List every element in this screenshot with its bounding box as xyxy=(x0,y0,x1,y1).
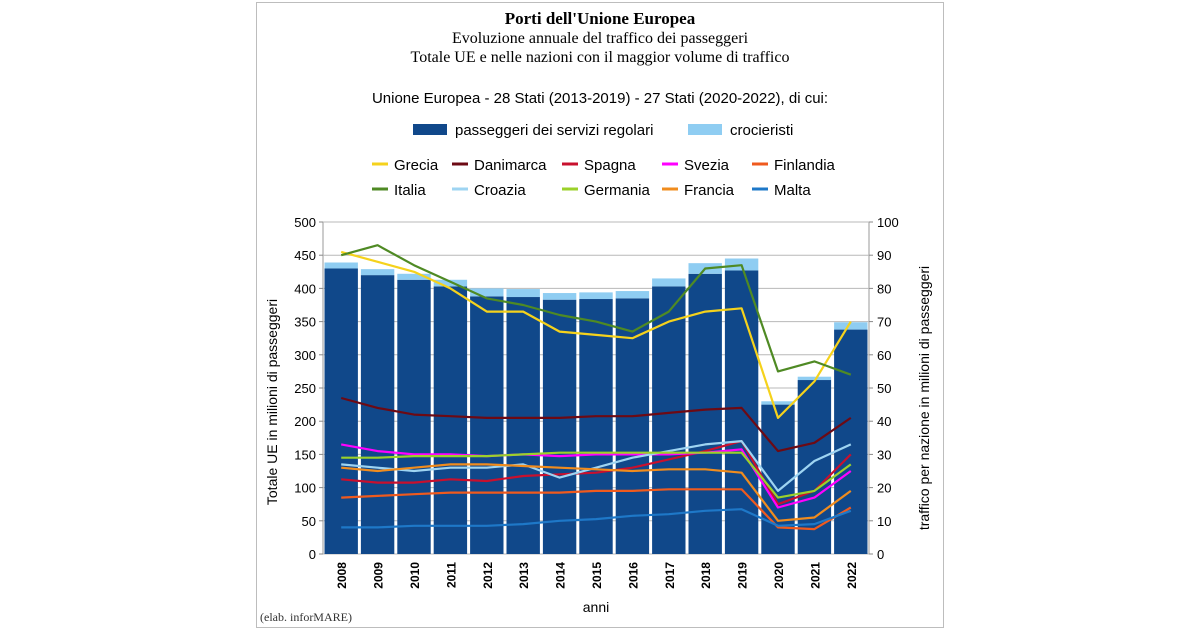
y2-tick-label: 30 xyxy=(877,447,891,462)
y-tick-label: 450 xyxy=(294,248,316,263)
legend-label-line: Croazia xyxy=(474,182,526,199)
y2-tick-label: 100 xyxy=(877,215,899,230)
legend-label-bar: passeggeri dei servizi regolari xyxy=(455,122,653,139)
legend-label-line: Finlandia xyxy=(774,157,836,174)
bar-regular-services xyxy=(761,404,795,554)
y2-axis-title: traffico per nazione in milioni di passe… xyxy=(916,266,932,530)
bar-cruise-passengers xyxy=(433,279,468,287)
legend-label-line: Italia xyxy=(394,182,426,199)
x-tick-label: 2019 xyxy=(736,562,750,589)
line-croazia xyxy=(341,440,852,492)
y-tick-label: 150 xyxy=(294,447,316,462)
bar-regular-services xyxy=(360,275,395,554)
legend-label-line: Malta xyxy=(774,182,811,199)
bar-cruise-passengers xyxy=(324,262,358,269)
legend-label-line: Danimarca xyxy=(474,157,547,174)
bar-cruise-passengers xyxy=(615,291,650,299)
bar-regular-services xyxy=(433,286,468,554)
x-tick-label: 2011 xyxy=(444,562,458,588)
y2-tick-label: 40 xyxy=(877,414,891,429)
legend-label-line: Francia xyxy=(684,182,735,199)
x-tick-label: 2017 xyxy=(663,562,677,589)
bar-regular-services xyxy=(397,279,431,554)
x-tick-label: 2020 xyxy=(772,562,786,589)
line-grecia xyxy=(340,250,852,419)
credit-note: (elab. inforMARE) xyxy=(260,610,352,624)
y-tick-label: 300 xyxy=(294,348,316,363)
y-tick-label: 50 xyxy=(302,514,316,529)
bar-cruise-passengers xyxy=(834,322,868,330)
x-tick-label: 2016 xyxy=(626,562,640,589)
bar-regular-services xyxy=(834,329,868,554)
legend-label-bar: crocieristi xyxy=(730,122,793,139)
bar-regular-services xyxy=(542,299,577,554)
legend-swatch-bar xyxy=(688,124,722,135)
y2-tick-label: 70 xyxy=(877,315,891,330)
chart-subtitle-1: Evoluzione annuale del traffico dei pass… xyxy=(451,30,749,47)
x-tick-label: 2009 xyxy=(372,562,386,589)
y2-tick-label: 10 xyxy=(877,514,891,529)
x-axis-title: anni xyxy=(583,599,609,615)
bar-cruise-passengers xyxy=(797,376,832,381)
y-tick-label: 0 xyxy=(309,547,316,562)
line-svezia xyxy=(341,443,852,509)
y2-tick-label: 90 xyxy=(877,248,891,263)
x-tick-label: 2013 xyxy=(517,562,531,589)
chart-svg: 0 50 100 150 200 250 300 350 400 450 500 0 10 20 30 40 5… xyxy=(264,122,932,615)
bar-cruise-passengers xyxy=(542,293,577,300)
y2-tick-label: 20 xyxy=(877,481,891,496)
y-tick-label: 250 xyxy=(294,381,316,396)
bar-regular-services xyxy=(324,268,358,554)
x-tick-label: 2014 xyxy=(554,562,568,589)
bar-regular-services xyxy=(579,299,613,554)
chart-title: Porti dell'Unione Europea xyxy=(504,9,696,28)
line-finlandia xyxy=(341,488,852,531)
legend-label-line: Germania xyxy=(584,182,651,199)
y-tick-label: 400 xyxy=(294,281,316,296)
x-tick-label: 2010 xyxy=(408,562,422,589)
bar-cruise-passengers xyxy=(397,273,431,280)
bar-cruise-passengers xyxy=(360,269,395,276)
y-tick-label: 100 xyxy=(294,481,316,496)
bar-regular-services xyxy=(470,296,504,554)
y-tick-label: 500 xyxy=(294,215,316,230)
line-malta xyxy=(341,508,852,529)
bar-cruise-passengers xyxy=(761,401,795,405)
eu-legend-heading: Unione Europea - 28 Stati (2013-2019) - … xyxy=(371,90,829,107)
x-tick-label: 2018 xyxy=(699,562,713,589)
bar-regular-services xyxy=(688,273,722,554)
line-italia xyxy=(340,244,852,376)
chart-subtitle-2: Totale UE e nelle nazioni con il maggior… xyxy=(410,49,790,66)
bar-cruise-passengers xyxy=(506,289,540,298)
bar-cruise-passengers xyxy=(579,292,613,300)
bar-regular-services xyxy=(506,297,540,554)
y-tick-label: 350 xyxy=(294,315,316,330)
y2-tick-label: 80 xyxy=(877,281,891,296)
legend-label-line: Svezia xyxy=(684,157,730,174)
x-tick-label: 2022 xyxy=(845,562,859,589)
y-axis-title: Totale UE in milioni di passeggeri xyxy=(264,299,280,505)
y2-tick-label: 60 xyxy=(877,348,891,363)
y-tick-label: 200 xyxy=(294,414,316,429)
x-tick-label: 2012 xyxy=(481,562,495,589)
y2-tick-label: 0 xyxy=(877,547,884,562)
x-tick-label: 2021 xyxy=(808,562,822,589)
bar-regular-services xyxy=(615,298,650,554)
legend-swatch-bar xyxy=(413,124,447,135)
chart-panel: Porti dell'Unione Europea Evoluzione ann… xyxy=(256,2,944,628)
x-tick-label: 2015 xyxy=(590,562,604,589)
legend-label-line: Grecia xyxy=(394,157,439,174)
line-germania xyxy=(341,451,852,499)
line-francia xyxy=(341,463,852,522)
bar-cruise-passengers xyxy=(470,288,504,297)
bar-regular-services xyxy=(652,286,686,554)
line-danimarca xyxy=(340,396,852,453)
x-tick-label: 2008 xyxy=(335,562,349,589)
legend-label-line: Spagna xyxy=(584,157,636,174)
bar-regular-services xyxy=(724,270,759,554)
bar-cruise-passengers xyxy=(652,278,686,287)
y2-tick-label: 50 xyxy=(877,381,891,396)
